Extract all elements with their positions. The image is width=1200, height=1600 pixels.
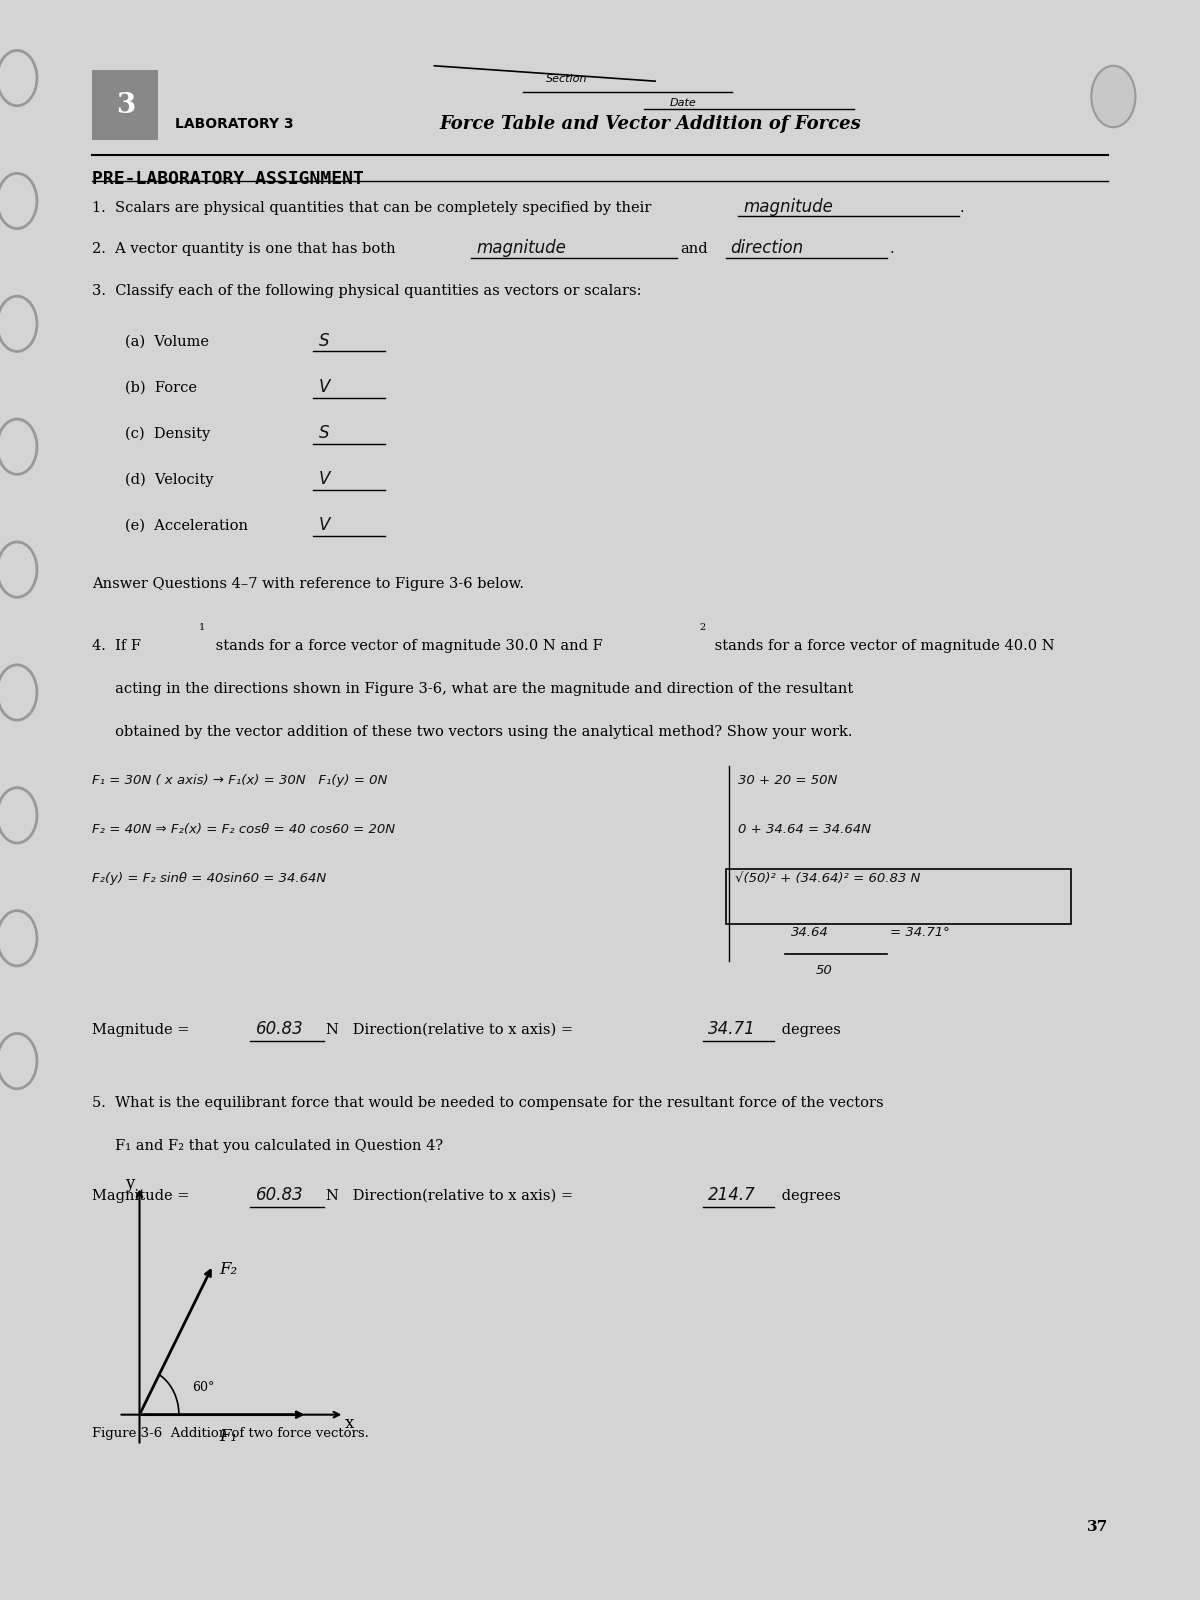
Text: degrees: degrees (776, 1022, 840, 1037)
Text: 0 + 34.64 = 34.64N: 0 + 34.64 = 34.64N (738, 822, 871, 837)
FancyBboxPatch shape (92, 70, 158, 139)
Text: F₁ and F₂ that you calculated in Question 4?: F₁ and F₂ that you calculated in Questio… (92, 1139, 443, 1154)
Text: √(50)² + (34.64)² = 60.83 N: √(50)² + (34.64)² = 60.83 N (734, 872, 920, 885)
Text: obtained by the vector addition of these two vectors using the analytical method: obtained by the vector addition of these… (92, 725, 853, 739)
Text: 1: 1 (199, 624, 205, 632)
Text: S: S (318, 424, 329, 442)
Text: F₂(y) = F₂ sinθ = 40sin60 = 34.64N: F₂(y) = F₂ sinθ = 40sin60 = 34.64N (92, 872, 326, 885)
Text: N   Direction(relative to x axis) =: N Direction(relative to x axis) = (326, 1189, 578, 1203)
Circle shape (1091, 66, 1135, 128)
Text: N   Direction(relative to x axis) =: N Direction(relative to x axis) = (326, 1022, 578, 1037)
Text: V: V (318, 470, 330, 488)
Text: 50: 50 (815, 965, 832, 978)
Text: stands for a force vector of magnitude 30.0 N and F: stands for a force vector of magnitude 3… (211, 638, 604, 653)
Text: .: . (889, 243, 894, 256)
Text: direction: direction (731, 240, 803, 258)
Text: V: V (318, 515, 330, 534)
Text: F₂ = 40N ⇒ F₂(x) = F₂ cosθ = 40 cos60 = 20N: F₂ = 40N ⇒ F₂(x) = F₂ cosθ = 40 cos60 = … (92, 822, 395, 837)
Text: 4.  If F: 4. If F (92, 638, 142, 653)
Text: 60.83: 60.83 (256, 1186, 304, 1203)
Text: Figure 3-6  Addition of two force vectors.: Figure 3-6 Addition of two force vectors… (92, 1427, 370, 1440)
Text: = 34.71°: = 34.71° (890, 926, 950, 939)
Text: degrees: degrees (776, 1189, 840, 1203)
Text: y: y (125, 1174, 134, 1192)
Text: (c)  Density: (c) Density (125, 427, 210, 442)
Text: (d)  Velocity: (d) Velocity (125, 474, 214, 488)
Text: x: x (344, 1416, 354, 1432)
Text: magnitude: magnitude (476, 240, 566, 258)
Text: F₁: F₁ (220, 1427, 238, 1445)
Text: Magnitude =: Magnitude = (92, 1022, 194, 1037)
Text: 60.83: 60.83 (256, 1019, 304, 1038)
Text: V: V (318, 378, 330, 395)
Text: 214.7: 214.7 (708, 1186, 756, 1203)
Text: acting in the directions shown in Figure 3-6, what are the magnitude and directi: acting in the directions shown in Figure… (92, 682, 853, 696)
Text: stands for a force vector of magnitude 40.0 N: stands for a force vector of magnitude 4… (710, 638, 1055, 653)
Text: 3: 3 (115, 93, 134, 120)
Text: S: S (318, 331, 329, 349)
Text: 30 + 20 = 50N: 30 + 20 = 50N (738, 774, 838, 787)
Text: 34.64: 34.64 (791, 926, 829, 939)
Text: and: and (680, 243, 708, 256)
Text: (b)  Force: (b) Force (125, 381, 197, 395)
Text: PRE-LABORATORY ASSIGNMENT: PRE-LABORATORY ASSIGNMENT (92, 170, 364, 189)
Text: LABORATORY 3: LABORATORY 3 (175, 117, 294, 131)
Text: magnitude: magnitude (744, 198, 833, 216)
Text: F₁ = 30N ( x axis) → F₁(x) = 30N   F₁(y) = 0N: F₁ = 30N ( x axis) → F₁(x) = 30N F₁(y) =… (92, 774, 388, 787)
Text: Section: Section (546, 74, 588, 85)
Text: 1.  Scalars are physical quantities that can be completely specified by their: 1. Scalars are physical quantities that … (92, 202, 656, 214)
Text: 3.  Classify each of the following physical quantities as vectors or scalars:: 3. Classify each of the following physic… (92, 283, 642, 298)
Text: F₂: F₂ (220, 1261, 238, 1278)
Text: Magnitude =: Magnitude = (92, 1189, 194, 1203)
Text: 37: 37 (1086, 1520, 1108, 1534)
Text: .: . (960, 202, 965, 214)
Text: 2: 2 (700, 624, 706, 632)
Text: 2.  A vector quantity is one that has both: 2. A vector quantity is one that has bot… (92, 243, 401, 256)
Text: Answer Questions 4–7 with reference to Figure 3-6 below.: Answer Questions 4–7 with reference to F… (92, 578, 524, 592)
Text: Date: Date (670, 98, 696, 109)
Text: (a)  Volume: (a) Volume (125, 334, 209, 349)
Text: 5.  What is the equilibrant force that would be needed to compensate for the res: 5. What is the equilibrant force that wo… (92, 1096, 883, 1110)
Text: (e)  Acceleration: (e) Acceleration (125, 518, 248, 533)
Text: 34.71: 34.71 (708, 1019, 756, 1038)
Text: Force Table and Vector Addition of Forces: Force Table and Vector Addition of Force… (440, 115, 862, 133)
Text: 60°: 60° (192, 1381, 215, 1394)
